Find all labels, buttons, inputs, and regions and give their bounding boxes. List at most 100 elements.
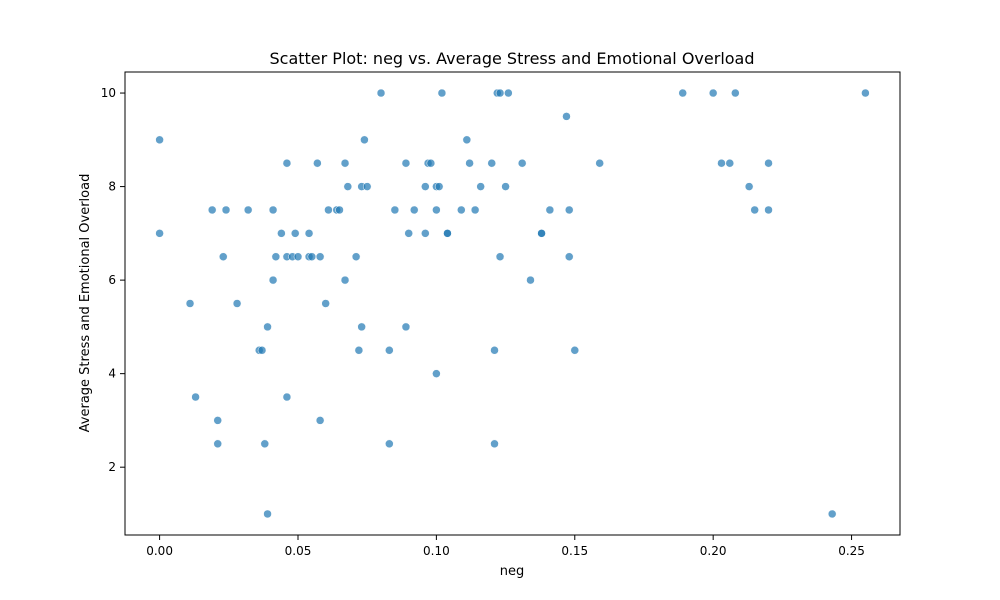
data-point xyxy=(409,205,419,215)
y-tick-label: 6 xyxy=(108,273,116,287)
data-point xyxy=(271,252,281,261)
data-point xyxy=(376,88,386,98)
data-point xyxy=(315,416,325,425)
data-point xyxy=(495,252,505,261)
data-point xyxy=(717,158,726,168)
data-point xyxy=(321,299,330,308)
data-point xyxy=(764,158,773,168)
data-point xyxy=(861,88,870,98)
y-axis-label: Average Stress and Emotional Overload xyxy=(78,174,93,433)
x-tick-label: 0.15 xyxy=(561,544,588,558)
y-axis: 2 4 6 8 10 xyxy=(101,86,125,474)
data-point xyxy=(526,275,535,285)
data-point xyxy=(290,229,300,238)
data-point xyxy=(595,158,604,168)
data-point xyxy=(385,439,394,449)
data-point xyxy=(432,205,441,215)
data-point xyxy=(764,205,773,215)
data-point xyxy=(293,252,303,261)
data-point xyxy=(343,182,353,191)
data-point xyxy=(517,158,527,168)
data-point xyxy=(426,158,436,168)
data-point xyxy=(213,439,222,449)
data-point xyxy=(434,182,444,191)
x-axis: 0.00 0.05 0.10 0.15 0.20 0.25 xyxy=(146,535,865,558)
data-point xyxy=(465,158,474,168)
data-point xyxy=(324,205,333,215)
data-point xyxy=(307,252,317,261)
data-point xyxy=(731,88,740,98)
data-point xyxy=(357,322,366,332)
data-point xyxy=(340,275,350,285)
data-point xyxy=(401,158,411,168)
data-point xyxy=(277,229,286,238)
data-point xyxy=(708,88,718,98)
y-tick-label: 2 xyxy=(108,460,116,474)
data-point xyxy=(750,205,759,215)
x-tick-label: 0.10 xyxy=(423,544,450,558)
data-point xyxy=(282,158,292,168)
data-point xyxy=(490,346,499,355)
data-point xyxy=(362,182,372,191)
data-point xyxy=(470,205,480,215)
data-point xyxy=(443,229,452,238)
data-point xyxy=(155,229,164,238)
data-point xyxy=(490,439,499,449)
data-point xyxy=(263,322,272,332)
data-point xyxy=(213,416,222,425)
data-point xyxy=(421,182,430,191)
data-point xyxy=(564,252,574,261)
data-point xyxy=(268,205,278,215)
y-tick-label: 4 xyxy=(108,367,116,381)
data-point xyxy=(437,88,447,98)
data-point xyxy=(744,182,754,191)
data-point xyxy=(315,252,325,261)
x-tick-label: 0.05 xyxy=(285,544,312,558)
data-point xyxy=(390,205,400,215)
data-point xyxy=(207,205,217,215)
data-point xyxy=(155,135,164,145)
x-tick-label: 0.25 xyxy=(838,544,865,558)
chart-title: Scatter Plot: neg vs. Average Stress and… xyxy=(269,49,754,68)
plot-frame xyxy=(124,71,901,536)
data-point xyxy=(827,509,837,519)
data-point xyxy=(562,112,571,121)
y-tick-label: 8 xyxy=(108,180,116,194)
data-point xyxy=(404,229,413,238)
data-point xyxy=(476,182,485,191)
data-point xyxy=(268,275,278,285)
points-layer xyxy=(155,88,870,519)
data-point xyxy=(564,205,574,215)
data-point xyxy=(335,205,344,215)
data-point xyxy=(570,346,580,355)
x-tick-label: 0.20 xyxy=(700,544,727,558)
x-tick-label: 0.00 xyxy=(146,544,173,558)
data-point xyxy=(385,346,394,355)
data-point xyxy=(462,135,472,145)
data-point xyxy=(351,252,361,261)
data-point xyxy=(401,322,411,332)
data-point xyxy=(263,509,272,519)
data-point xyxy=(221,205,231,215)
data-point xyxy=(495,88,505,98)
data-point xyxy=(678,88,687,98)
data-point xyxy=(340,158,350,168)
data-point xyxy=(725,158,735,168)
x-axis-label: neg xyxy=(500,564,525,579)
data-point xyxy=(219,252,228,261)
data-point xyxy=(501,182,510,191)
data-point xyxy=(545,205,555,215)
data-point xyxy=(304,229,314,238)
data-point xyxy=(504,88,513,98)
data-point xyxy=(243,205,253,215)
data-point xyxy=(421,229,430,238)
data-point xyxy=(260,439,270,449)
y-tick-label: 10 xyxy=(101,86,116,100)
data-point xyxy=(457,205,466,215)
data-point xyxy=(313,158,322,168)
data-point xyxy=(191,392,200,402)
data-point xyxy=(185,299,195,308)
data-point xyxy=(282,392,292,402)
data-point xyxy=(232,299,242,308)
